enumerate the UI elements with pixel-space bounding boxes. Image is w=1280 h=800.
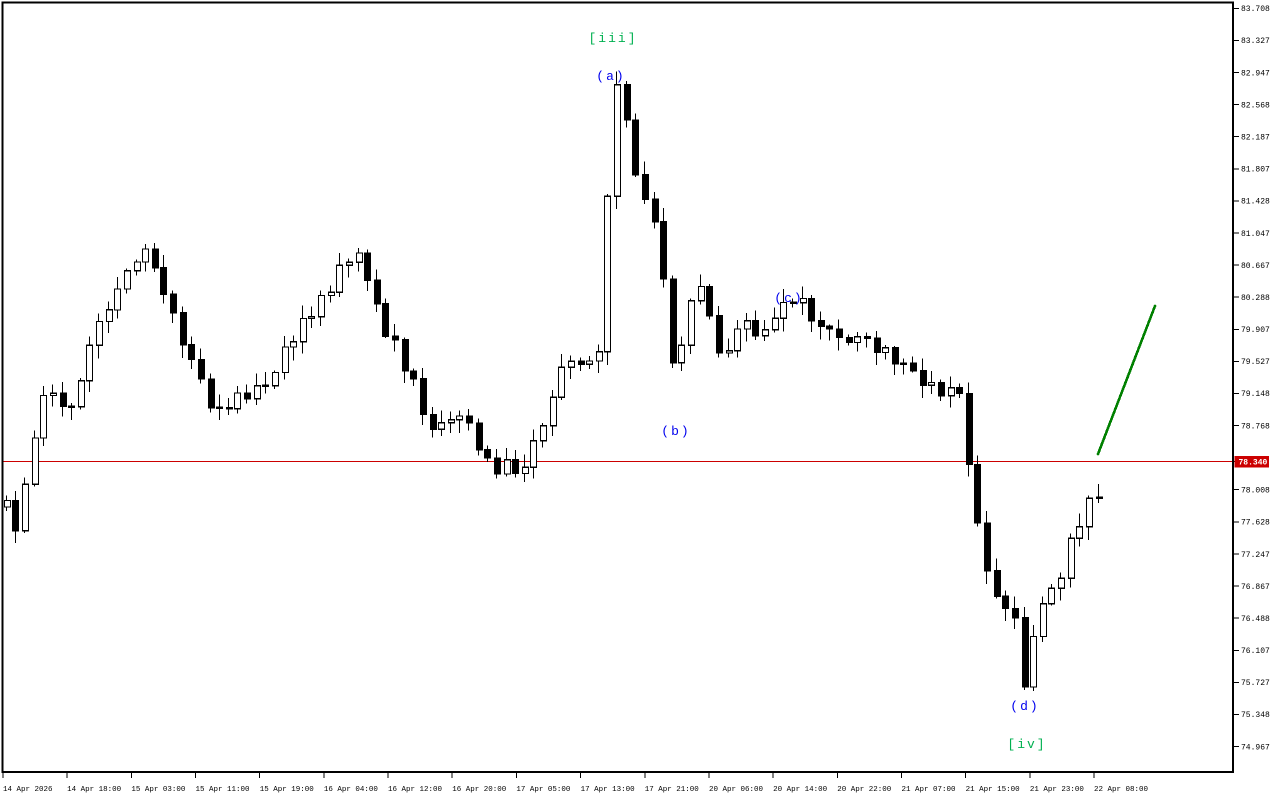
svg-text:83.327: 83.327 (1241, 37, 1270, 46)
svg-text:17 Apr 13:00: 17 Apr 13:00 (581, 786, 636, 794)
svg-text:82.568: 82.568 (1241, 101, 1270, 110)
svg-text:[iii]: [iii] (588, 31, 637, 46)
svg-text:78.768: 78.768 (1241, 422, 1270, 431)
svg-text:79.907: 79.907 (1241, 326, 1270, 335)
svg-text:[iv]: [iv] (1007, 737, 1046, 752)
svg-text:75.727: 75.727 (1241, 679, 1270, 688)
svg-text:22 Apr 08:00: 22 Apr 08:00 (1094, 786, 1149, 794)
svg-text:(d): (d) (1010, 699, 1039, 714)
svg-text:78.008: 78.008 (1241, 487, 1270, 496)
svg-text:74.967: 74.967 (1241, 743, 1270, 752)
svg-text:14 Apr 2026: 14 Apr 2026 (3, 786, 53, 794)
svg-text:77.628: 77.628 (1241, 519, 1270, 528)
svg-text:(a): (a) (596, 69, 625, 84)
svg-text:14 Apr 18:00: 14 Apr 18:00 (67, 786, 122, 794)
svg-text:80.667: 80.667 (1241, 262, 1270, 271)
svg-text:15 Apr 03:00: 15 Apr 03:00 (131, 786, 186, 794)
svg-text:81.047: 81.047 (1241, 230, 1270, 239)
svg-text:21 Apr 07:00: 21 Apr 07:00 (901, 786, 956, 794)
svg-text:(b): (b) (661, 424, 690, 439)
svg-text:16 Apr 20:00: 16 Apr 20:00 (452, 786, 507, 794)
svg-text:78.340: 78.340 (1239, 458, 1268, 467)
svg-text:21 Apr 15:00: 21 Apr 15:00 (966, 786, 1021, 794)
svg-text:77.247: 77.247 (1241, 551, 1270, 560)
svg-text:79.527: 79.527 (1241, 358, 1270, 367)
svg-text:76.488: 76.488 (1241, 615, 1270, 624)
svg-text:17 Apr 05:00: 17 Apr 05:00 (516, 786, 571, 794)
svg-text:17 Apr 21:00: 17 Apr 21:00 (645, 786, 700, 794)
svg-text:15 Apr 11:00: 15 Apr 11:00 (196, 786, 251, 794)
svg-text:20 Apr 06:00: 20 Apr 06:00 (709, 786, 764, 794)
svg-text:82.947: 82.947 (1241, 69, 1270, 78)
svg-text:81.428: 81.428 (1241, 198, 1270, 207)
svg-text:82.187: 82.187 (1241, 134, 1270, 143)
svg-text:81.807: 81.807 (1241, 166, 1270, 175)
svg-text:20 Apr 22:00: 20 Apr 22:00 (837, 786, 892, 794)
svg-text:16 Apr 12:00: 16 Apr 12:00 (388, 786, 443, 794)
svg-text:(c): (c) (774, 291, 803, 306)
svg-text:76.107: 76.107 (1241, 647, 1270, 656)
svg-text:16 Apr 04:00: 16 Apr 04:00 (324, 786, 379, 794)
svg-text:20 Apr 14:00: 20 Apr 14:00 (773, 786, 828, 794)
svg-text:76.867: 76.867 (1241, 583, 1270, 592)
svg-text:80.288: 80.288 (1241, 294, 1270, 303)
svg-text:75.348: 75.348 (1241, 711, 1270, 720)
svg-text:21 Apr 23:00: 21 Apr 23:00 (1030, 786, 1085, 794)
svg-text:79.148: 79.148 (1241, 390, 1270, 399)
svg-text:15 Apr 19:00: 15 Apr 19:00 (260, 786, 315, 794)
svg-text:83.708: 83.708 (1241, 5, 1270, 14)
